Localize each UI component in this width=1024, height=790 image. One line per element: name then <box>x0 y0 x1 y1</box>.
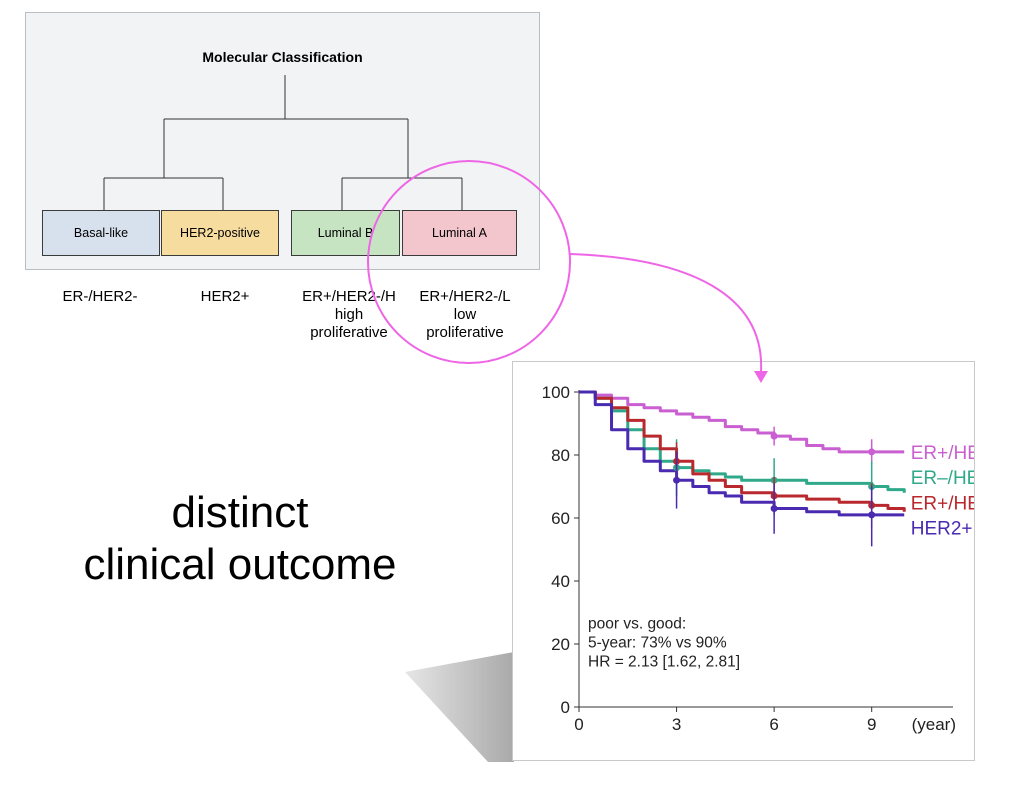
data-point <box>770 432 778 440</box>
series-line-2 <box>579 390 906 512</box>
subtype-line: HER2+ <box>200 288 250 305</box>
annotation-line: 5-year: 73% vs 90% <box>588 634 727 651</box>
x-tick-label: 6 <box>769 715 778 734</box>
classification-tree-panel: Molecular Classification Basal-like HER2… <box>25 12 540 270</box>
leaf-label: Basal-like <box>73 226 129 240</box>
series-line-0 <box>579 390 905 454</box>
survival-chart-panel: 0 20 40 60 80 100 0 3 6 9 (year) ER+/HER2–/L ER–/HE… <box>512 361 975 761</box>
series-label: ER–/HER2– <box>911 468 974 489</box>
y-tick-label: 60 <box>551 509 570 528</box>
leaf-label: Luminal B <box>317 226 374 240</box>
data-point <box>868 511 876 519</box>
leaf-her2-positive: HER2-positive <box>161 210 279 256</box>
outcome-line-2: clinical outcome <box>83 540 397 589</box>
series-label: HER2+ <box>911 518 973 539</box>
x-tick-label: 0 <box>574 715 583 734</box>
annotation-line: poor vs. good: <box>588 615 686 632</box>
x-tick-label: 3 <box>672 715 681 734</box>
subtype-line: ER-/HER2- <box>62 288 138 305</box>
series-line-3 <box>579 390 905 517</box>
y-tick-label: 20 <box>551 635 570 654</box>
data-point <box>673 476 681 484</box>
y-tick-label: 80 <box>551 446 570 465</box>
y-tick-label: 100 <box>542 383 570 402</box>
data-point <box>868 448 876 456</box>
annotation-line: HR = 2.13 [1.62, 2.81] <box>588 653 740 670</box>
outcome-caption: distinct clinical outcome <box>20 487 460 591</box>
subtype-line: high <box>334 306 364 323</box>
y-tick-label: 40 <box>551 572 570 591</box>
x-axis-label: (year) <box>912 715 956 734</box>
series-label: ER+/HER2–/H <box>911 493 974 514</box>
tree-title: Molecular Classification <box>202 49 363 65</box>
subtype-label-her2: HER2+ <box>170 288 280 306</box>
data-point <box>770 505 778 513</box>
y-tick-label: 0 <box>561 698 570 717</box>
x-tick-label: 9 <box>867 715 876 734</box>
leaf-label: HER2-positive <box>180 226 260 240</box>
leaf-basal-like: Basal-like <box>42 210 160 256</box>
subtype-label-basal: ER-/HER2- <box>45 288 155 306</box>
outcome-line-1: distinct <box>171 488 309 537</box>
survival-chart: 0 20 40 60 80 100 0 3 6 9 (year) ER+/HER2–/L ER–/HE… <box>542 383 974 734</box>
series-label: ER+/HER2–/L <box>911 443 974 464</box>
